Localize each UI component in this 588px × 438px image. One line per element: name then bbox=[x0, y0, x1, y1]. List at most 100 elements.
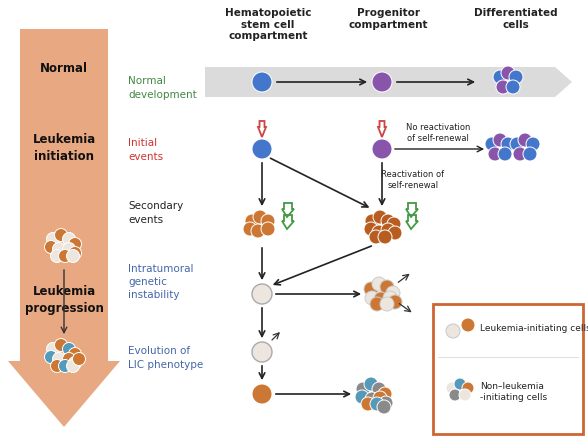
Circle shape bbox=[381, 215, 395, 229]
Circle shape bbox=[378, 230, 392, 244]
Circle shape bbox=[380, 280, 394, 294]
Circle shape bbox=[364, 283, 378, 297]
Circle shape bbox=[364, 223, 378, 237]
Circle shape bbox=[51, 360, 64, 373]
Circle shape bbox=[446, 324, 460, 338]
Circle shape bbox=[58, 360, 72, 373]
Text: Normal
development: Normal development bbox=[128, 76, 197, 99]
Circle shape bbox=[388, 295, 402, 309]
Circle shape bbox=[243, 223, 257, 237]
Text: Leukemia-initiating cells: Leukemia-initiating cells bbox=[480, 324, 588, 333]
Circle shape bbox=[388, 226, 402, 240]
Circle shape bbox=[55, 339, 68, 352]
Circle shape bbox=[68, 247, 82, 260]
Circle shape bbox=[374, 292, 388, 306]
Circle shape bbox=[252, 384, 272, 404]
Circle shape bbox=[501, 138, 515, 152]
Circle shape bbox=[372, 140, 392, 159]
Circle shape bbox=[459, 389, 471, 401]
Text: Leukemia
initiation: Leukemia initiation bbox=[32, 133, 96, 162]
Circle shape bbox=[55, 229, 68, 242]
Circle shape bbox=[355, 390, 369, 404]
Circle shape bbox=[513, 148, 527, 162]
Circle shape bbox=[387, 218, 401, 231]
Polygon shape bbox=[8, 30, 120, 427]
Circle shape bbox=[253, 211, 267, 225]
Text: Initial
events: Initial events bbox=[128, 138, 163, 161]
Circle shape bbox=[365, 291, 379, 305]
Circle shape bbox=[62, 353, 75, 366]
Circle shape bbox=[381, 223, 395, 237]
Text: Reactivation of
self-renewal: Reactivation of self-renewal bbox=[382, 170, 445, 189]
Circle shape bbox=[461, 318, 475, 332]
Circle shape bbox=[372, 226, 386, 240]
Circle shape bbox=[361, 397, 375, 411]
Circle shape bbox=[506, 81, 520, 95]
Circle shape bbox=[378, 387, 392, 401]
Circle shape bbox=[68, 348, 82, 360]
Circle shape bbox=[62, 343, 75, 356]
Circle shape bbox=[523, 148, 537, 162]
Circle shape bbox=[45, 241, 58, 254]
Circle shape bbox=[446, 382, 458, 394]
Circle shape bbox=[252, 342, 272, 362]
Text: Normal: Normal bbox=[40, 61, 88, 74]
Circle shape bbox=[365, 215, 379, 229]
Circle shape bbox=[526, 138, 540, 152]
Text: No reactivation
of self-renewal: No reactivation of self-renewal bbox=[406, 123, 470, 142]
Circle shape bbox=[510, 138, 524, 152]
Circle shape bbox=[498, 148, 512, 162]
Circle shape bbox=[488, 148, 502, 162]
Circle shape bbox=[252, 140, 272, 159]
Text: Secondary
events: Secondary events bbox=[128, 201, 183, 224]
Text: Non–leukemia
-initiating cells: Non–leukemia -initiating cells bbox=[480, 381, 547, 401]
Circle shape bbox=[72, 353, 85, 366]
Circle shape bbox=[386, 286, 400, 300]
Circle shape bbox=[261, 223, 275, 237]
Circle shape bbox=[251, 225, 265, 238]
Circle shape bbox=[370, 297, 384, 311]
Circle shape bbox=[380, 297, 394, 311]
Circle shape bbox=[58, 250, 72, 263]
Circle shape bbox=[68, 238, 82, 251]
Circle shape bbox=[356, 382, 370, 396]
Circle shape bbox=[377, 400, 391, 414]
Circle shape bbox=[485, 138, 499, 152]
Circle shape bbox=[372, 382, 386, 396]
Circle shape bbox=[66, 250, 79, 263]
Circle shape bbox=[493, 71, 507, 85]
Circle shape bbox=[379, 396, 393, 410]
Circle shape bbox=[45, 351, 58, 364]
Circle shape bbox=[501, 67, 515, 81]
FancyBboxPatch shape bbox=[433, 304, 583, 434]
Circle shape bbox=[518, 134, 532, 148]
Circle shape bbox=[449, 389, 461, 401]
Text: Leukemia
progression: Leukemia progression bbox=[25, 284, 103, 314]
Circle shape bbox=[46, 233, 59, 246]
Circle shape bbox=[52, 353, 65, 366]
Circle shape bbox=[493, 134, 507, 148]
Polygon shape bbox=[205, 68, 572, 98]
Circle shape bbox=[454, 378, 466, 390]
Circle shape bbox=[370, 397, 384, 411]
Circle shape bbox=[372, 277, 386, 291]
Text: Progenitor
compartment: Progenitor compartment bbox=[348, 8, 427, 29]
Circle shape bbox=[373, 391, 387, 405]
Circle shape bbox=[365, 392, 379, 406]
Text: Hematopoietic
stem cell
compartment: Hematopoietic stem cell compartment bbox=[225, 8, 311, 41]
Circle shape bbox=[496, 81, 510, 95]
Circle shape bbox=[261, 215, 275, 229]
Circle shape bbox=[52, 243, 65, 256]
Circle shape bbox=[509, 71, 523, 85]
Circle shape bbox=[66, 360, 79, 373]
Circle shape bbox=[62, 243, 75, 256]
Circle shape bbox=[372, 73, 392, 93]
Circle shape bbox=[383, 291, 397, 305]
Circle shape bbox=[252, 284, 272, 304]
Circle shape bbox=[252, 73, 272, 93]
Circle shape bbox=[462, 382, 474, 394]
Text: Intratumoral
genetic
instability: Intratumoral genetic instability bbox=[128, 263, 193, 300]
Circle shape bbox=[46, 343, 59, 356]
Circle shape bbox=[369, 230, 383, 244]
Circle shape bbox=[364, 377, 378, 391]
